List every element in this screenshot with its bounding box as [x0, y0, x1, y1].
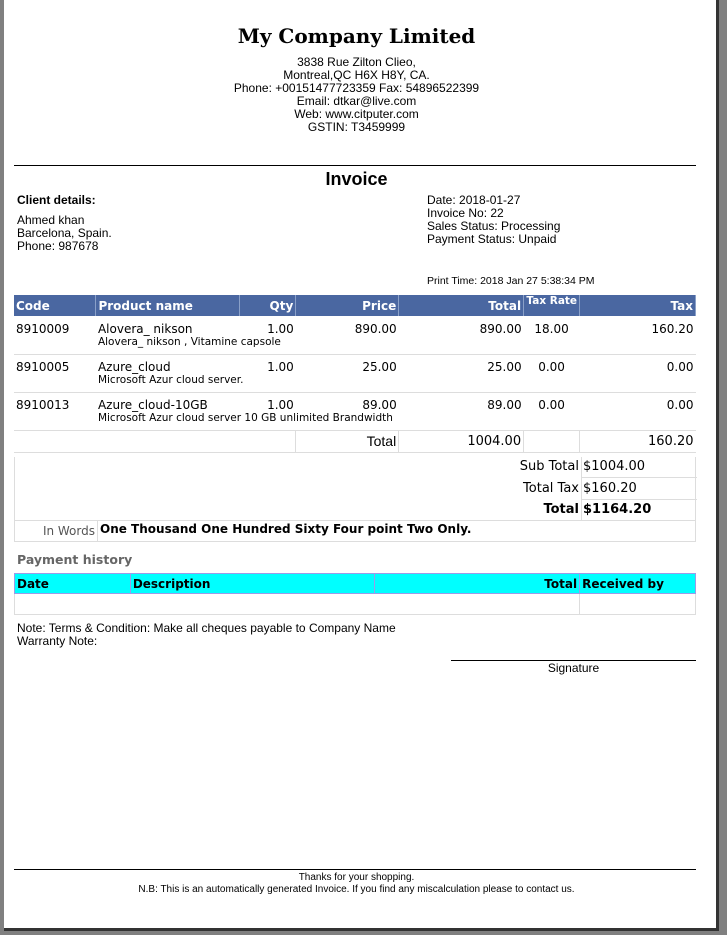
item-price: 890.00	[354, 322, 397, 336]
item-qty: 1.00	[267, 360, 294, 374]
item-desc-row: Alovera_ nikson , Vitamine capsole	[14, 336, 696, 355]
item-desc-row: Microsoft Azur cloud server 10 GB unlimi…	[14, 412, 696, 431]
item-qty: 1.00	[267, 398, 294, 412]
col-code: Code	[14, 295, 97, 316]
item-tax: 160.20	[651, 322, 694, 336]
item-row: 8910013 Azure_cloud-10GB 1.00 89.00 89.00 0.0…	[14, 392, 696, 412]
total-tax-value: 160.20	[579, 430, 696, 453]
terms-note: Note: Terms & Condition: Make all cheque…	[17, 621, 396, 635]
website: Web: www.citputer.com	[294, 107, 419, 121]
client-phone: Phone: 987678	[17, 239, 99, 253]
payment-status: Payment Status: Unpaid	[427, 232, 557, 246]
total-label: Total	[295, 430, 400, 453]
item-price: 89.00	[362, 398, 397, 412]
invoice-meta: Date: 2018-01-27 Invoice No: 22 Sales St…	[427, 194, 560, 246]
gstin: GSTIN: T3459999	[307, 120, 406, 134]
item-description: Alovera_ nikson , Vitamine capsole	[95, 336, 696, 355]
col-tax-rate: Tax Rate	[523, 295, 581, 316]
signature-line	[451, 660, 696, 661]
item-total: 890.00	[479, 322, 522, 336]
item-price: 25.00	[362, 360, 397, 374]
footer-note: N.B: This is an automatically generated …	[138, 884, 575, 895]
signature-label: Signature	[547, 661, 600, 675]
item-row: 8910005 Azure_cloud 1.00 25.00 25.00 0.00 0.00	[14, 354, 696, 374]
email: Email: dtkar@live.com	[296, 94, 417, 108]
footer-thanks: Thanks for your shopping.	[298, 872, 415, 883]
item-name: Azure_cloud	[97, 360, 171, 374]
col-description: Description	[129, 573, 376, 594]
total-tax: $160.20	[583, 481, 637, 496]
item-total: 25.00	[487, 360, 522, 374]
invoice-title: Invoice	[325, 169, 388, 189]
col-date: Date	[14, 573, 131, 594]
grand-total-label: Total	[543, 502, 579, 517]
footer: Thanks for your shopping. N.B: This is a…	[4, 872, 709, 896]
items-header-row: Code Product name Qty Price Total Tax Ra…	[14, 295, 696, 316]
item-qty: 1.00	[267, 322, 294, 336]
invoice-date: Date: 2018-01-27	[427, 193, 521, 207]
item-name: Alovera_ nikson	[97, 322, 193, 336]
grand-total: $1164.20	[583, 502, 652, 517]
phone-fax: Phone: +00151477723359 Fax: 54896522399	[233, 81, 480, 95]
divider	[14, 165, 696, 166]
item-description: Microsoft Azur cloud server.	[95, 374, 696, 393]
invoice-number: Invoice No: 22	[427, 206, 504, 220]
col-total: Total	[374, 573, 581, 594]
col-tax: Tax	[579, 295, 696, 316]
notes: Note: Terms & Condition: Make all cheque…	[17, 622, 396, 648]
in-words-label: In Words	[42, 524, 95, 538]
item-rate: 0.00	[538, 360, 565, 374]
client-address: Barcelona, Spain.	[17, 226, 112, 240]
item-row: 8910009 Alovera_ nikson 1.00 890.00 890.00 18…	[14, 316, 696, 336]
total-value: 1004.00	[398, 430, 525, 453]
col-received-by: Received by	[579, 573, 696, 594]
client-name: Ahmed khan	[17, 213, 85, 227]
item-tax: 0.00	[666, 398, 694, 412]
address-line: 3838 Rue Zilton Clieo,	[297, 55, 416, 69]
col-price: Price	[295, 295, 400, 316]
footer-divider	[14, 869, 696, 870]
col-total: Total	[398, 295, 525, 316]
items-table: Code Product name Qty Price Total Tax Ra…	[14, 295, 696, 453]
summary-box: Sub Total $1004.00 Total Tax $160.20 Tot…	[14, 457, 697, 542]
in-words: One Thousand One Hundred Sixty Four poin…	[100, 522, 472, 536]
col-qty: Qty	[239, 295, 297, 316]
payment-table: Date Description Total Received by	[13, 573, 696, 615]
sub-total: $1004.00	[583, 459, 646, 474]
warranty-note: Warranty Note:	[17, 634, 98, 648]
client-details: Ahmed khan Barcelona, Spain. Phone: 9876…	[17, 214, 112, 253]
item-rate: 18.00	[534, 322, 569, 336]
company-info: 3838 Rue Zilton Clieo, Montreal,QC H6X H…	[4, 56, 709, 134]
item-code: 8910005	[16, 360, 70, 374]
sales-status: Sales Status: Processing	[427, 219, 561, 233]
item-desc-row: Microsoft Azur cloud server.	[14, 374, 696, 393]
print-time: Print Time: 2018 Jan 27 5:38:34 PM	[427, 275, 595, 287]
items-total-row: Total 1004.00 160.20	[14, 430, 696, 453]
invoice-page: My Company Limited 3838 Rue Zilton Clieo…	[4, 0, 719, 931]
item-name: Azure_cloud-10GB	[97, 398, 208, 412]
item-total: 89.00	[487, 398, 522, 412]
sub-total-label: Sub Total	[519, 459, 579, 474]
address-line: Montreal,QC H6X H8Y, CA.	[283, 68, 430, 82]
company-name: My Company Limited	[237, 24, 476, 48]
col-product: Product name	[95, 295, 241, 316]
item-tax: 0.00	[666, 360, 694, 374]
payment-header-row: Date Description Total Received by	[14, 573, 696, 594]
payment-empty-row	[13, 593, 696, 615]
total-tax-label: Total Tax	[523, 481, 579, 496]
item-code: 8910009	[16, 322, 70, 336]
payment-history-heading: Payment history	[17, 552, 133, 567]
item-description: Microsoft Azur cloud server 10 GB unlimi…	[95, 412, 696, 431]
item-code: 8910013	[16, 398, 70, 412]
client-heading: Client details:	[17, 193, 96, 207]
item-rate: 0.00	[538, 398, 565, 412]
